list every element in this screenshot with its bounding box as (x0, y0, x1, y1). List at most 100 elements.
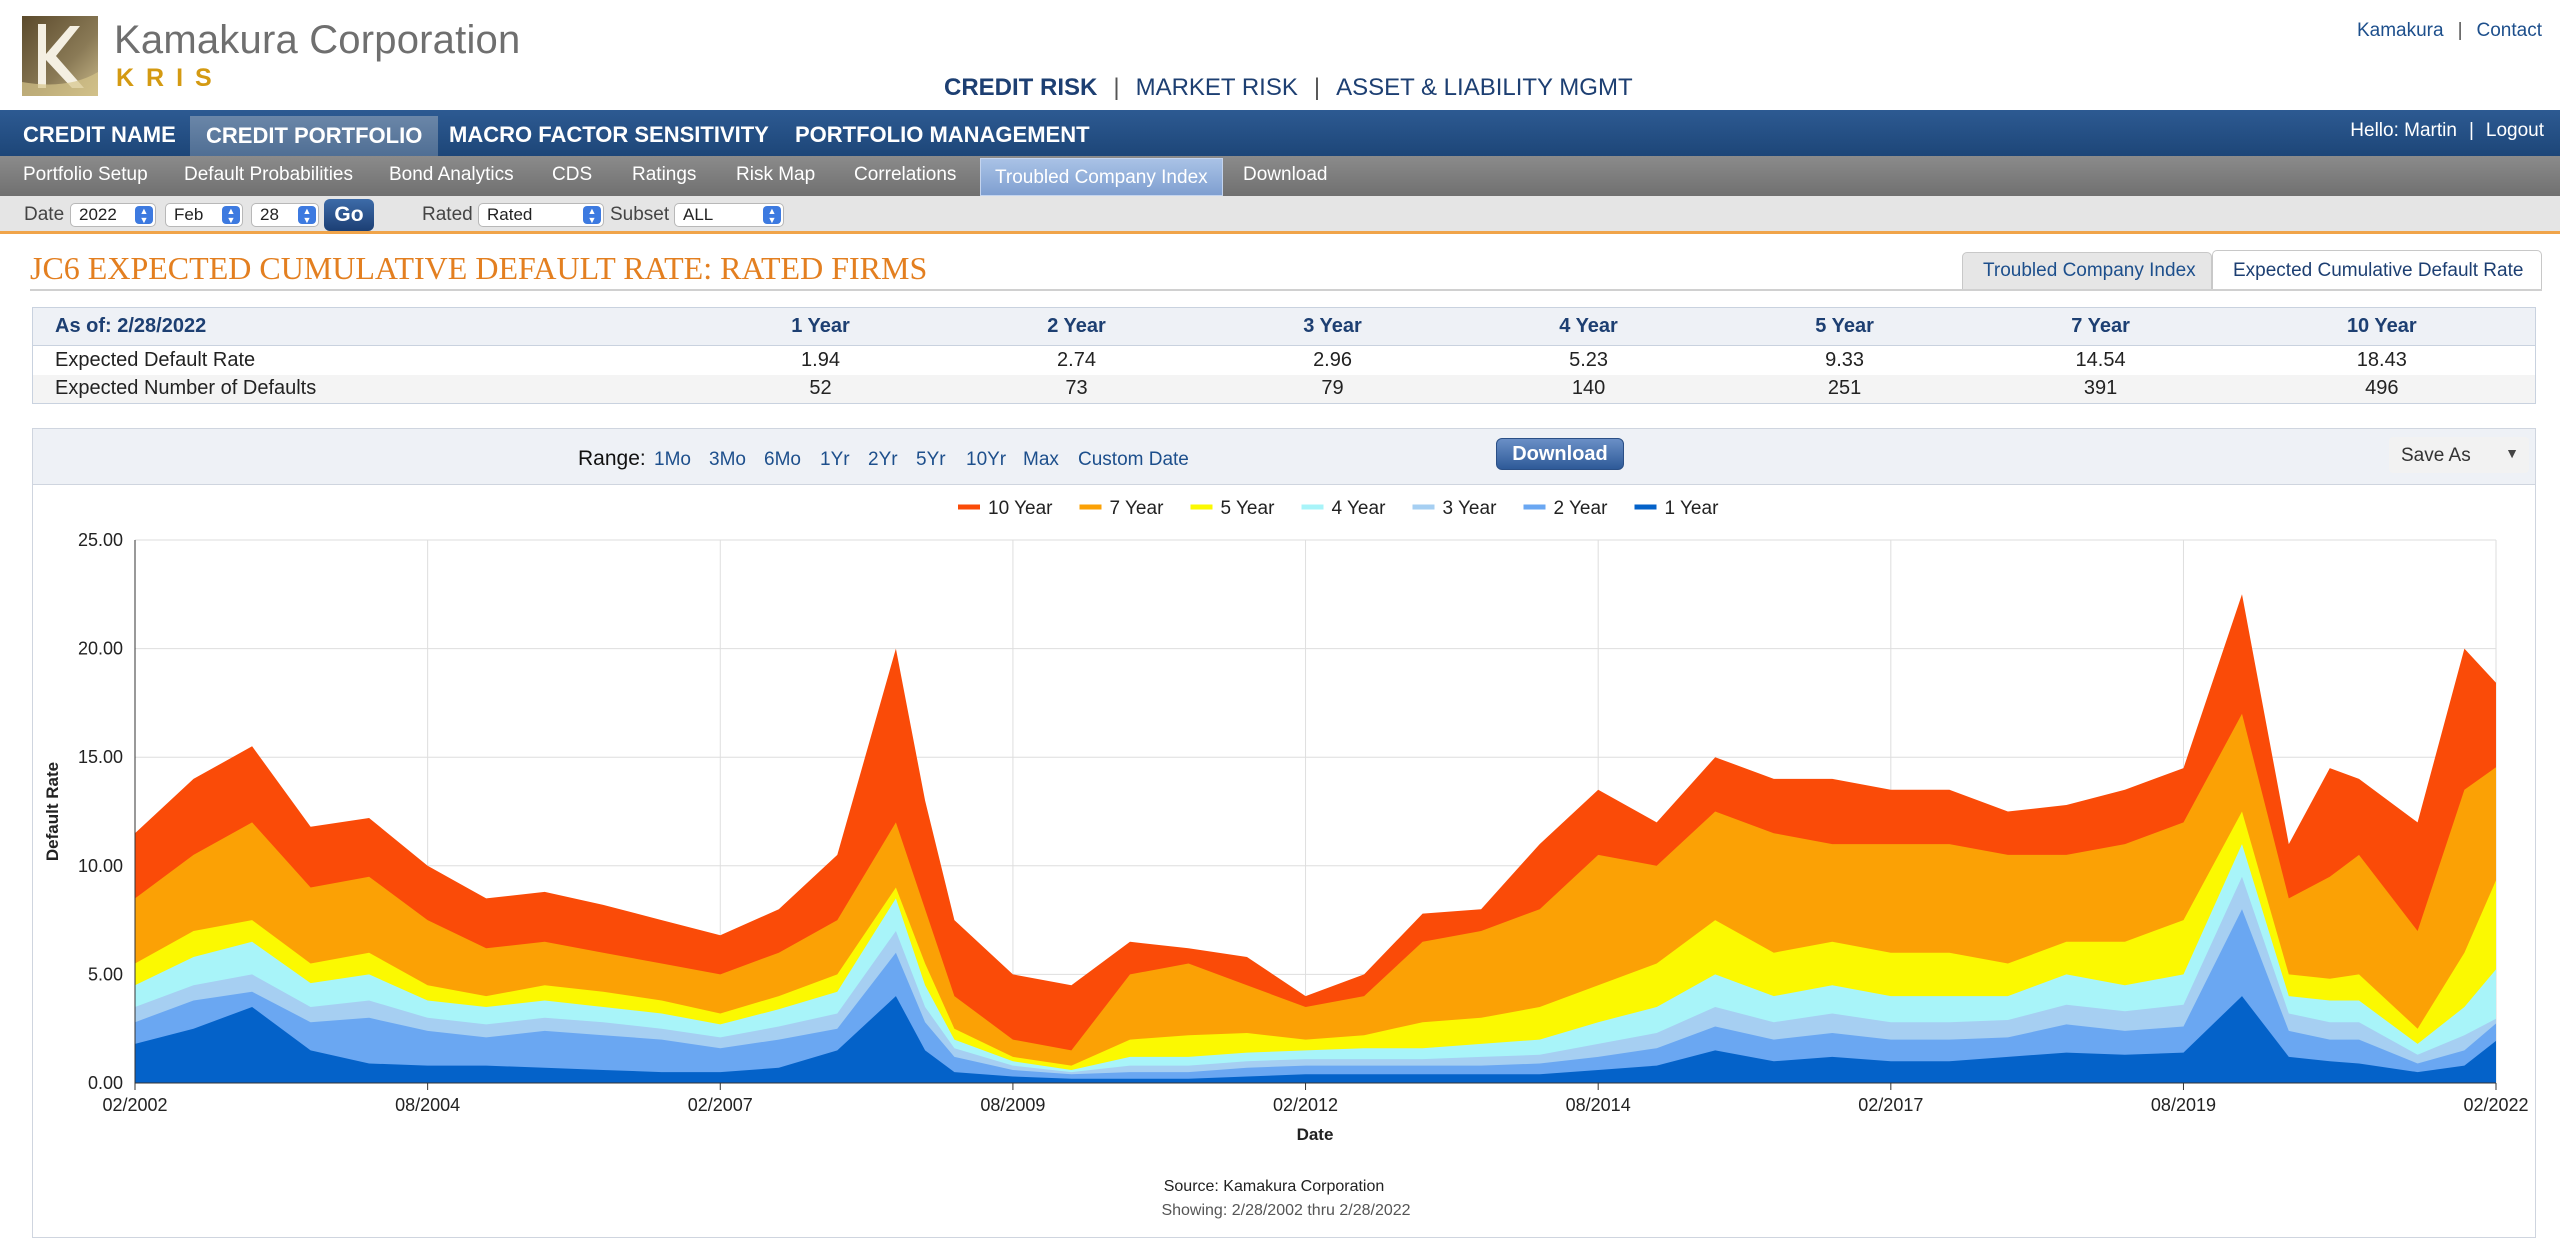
range-5yr[interactable]: 5Yr (916, 449, 946, 470)
column-header: 2 Year (948, 307, 1205, 346)
main-nav: CREDIT NAME CREDIT PORTFOLIO MACRO FACTO… (0, 110, 2560, 160)
range-10yr[interactable]: 10Yr (966, 449, 1007, 470)
summary-table: As of: 2/28/2022 1 Year 2 Year 3 Year 4 … (32, 307, 2536, 404)
column-header: 1 Year (692, 307, 949, 346)
range-1mo[interactable]: 1Mo (654, 449, 691, 470)
user-area: Hello: Martin | Logout (2350, 110, 2544, 156)
month-select[interactable]: Feb ▲ ▼ (165, 203, 243, 227)
row-label: Expected Default Rate (55, 348, 256, 371)
main-nav-macro-factor-sensitivity[interactable]: MACRO FACTOR SENSITIVITY (449, 122, 769, 147)
chart-source: Source: Kamakura Corporation (1164, 1178, 1385, 1195)
contact-link[interactable]: Contact (2476, 20, 2542, 41)
chart-controls: Range: 1Mo 3Mo 6Mo 1Yr 2Yr 5Yr 10Yr Max … (33, 429, 2535, 485)
alm-link[interactable]: ASSET & LIABILITY MGMT (1336, 74, 1633, 101)
sub-nav-cds[interactable]: CDS (552, 164, 593, 185)
table-row: Expected Default Rate 1.94 2.74 2.96 5.2… (33, 346, 2536, 375)
main-nav-portfolio-management[interactable]: PORTFOLIO MANAGEMENT (795, 122, 1090, 147)
user-greeting: Hello: Martin (2350, 120, 2457, 141)
table-cell: 73 (948, 374, 1205, 404)
tab-troubled-company-index[interactable]: Troubled Company Index (1962, 252, 2212, 290)
y-axis-title: Default Rate (43, 762, 62, 861)
range-1yr[interactable]: 1Yr (820, 449, 850, 470)
sub-nav-risk-map[interactable]: Risk Map (736, 164, 816, 185)
legend-item: 3 Year (1443, 498, 1498, 519)
range-6mo[interactable]: 6Mo (764, 449, 801, 470)
table-cell: 52 (692, 374, 949, 404)
legend-item: 4 Year (1332, 498, 1387, 519)
sub-nav-default-probabilities[interactable]: Default Probabilities (184, 164, 353, 185)
table-cell: 5.23 (1569, 348, 1609, 371)
day-value: 28 (260, 205, 279, 224)
rated-label: Rated (422, 204, 473, 225)
column-header: 4 Year (1460, 307, 1717, 346)
sub-nav-ratings[interactable]: Ratings (632, 164, 697, 185)
date-label: Date (24, 204, 65, 225)
x-tick-label: 08/2014 (1566, 1095, 1631, 1115)
table-cell: 18.43 (2356, 348, 2407, 371)
range-2yr[interactable]: 2Yr (868, 449, 898, 470)
series-area-1-year (135, 996, 2496, 1083)
main-nav-credit-portfolio[interactable]: CREDIT PORTFOLIO (190, 116, 439, 160)
sub-nav-bond-analytics[interactable]: Bond Analytics (389, 164, 514, 185)
range-label: Range: (578, 447, 646, 470)
subset-value: ALL (683, 205, 714, 224)
risk-nav-separator: | (1113, 74, 1120, 101)
column-header: 7 Year (1972, 307, 2229, 346)
table-cell: 79 (1204, 374, 1461, 404)
sub-nav-troubled-company-index[interactable]: Troubled Company Index (980, 158, 1223, 196)
x-axis-title: Date (1297, 1125, 1334, 1144)
x-tick-label: 02/2017 (1858, 1095, 1923, 1115)
kamakura-logo[interactable]: Kamakura Corporation KRIS (18, 12, 520, 102)
series-area-3-year (135, 876, 2496, 1083)
chart-showing-range: Showing: 2/28/2002 thru 2/28/2022 (1161, 1202, 1410, 1219)
row-label: Expected Number of Defaults (32, 374, 693, 404)
select-arrows-icon: ▲ ▼ (135, 206, 153, 225)
sub-nav-correlations[interactable]: Correlations (854, 164, 957, 185)
table-cell: 9.33 (1825, 348, 1865, 371)
column-header: 3 Year (1204, 307, 1461, 346)
kamakura-link[interactable]: Kamakura (2356, 20, 2444, 41)
logout-link[interactable]: Logout (2485, 120, 2544, 141)
select-arrows-icon: ▲ ▼ (763, 206, 781, 225)
sub-nav-download[interactable]: Download (1243, 164, 1328, 185)
range-custom-date[interactable]: Custom Date (1078, 449, 1189, 470)
subset-label: Subset (610, 204, 670, 225)
x-tick-label: 08/2019 (2151, 1095, 2216, 1115)
range-max[interactable]: Max (1023, 449, 1059, 470)
range-3mo[interactable]: 3Mo (709, 449, 746, 470)
main-nav-credit-name[interactable]: CREDIT NAME (23, 122, 176, 147)
save-as-menu[interactable]: Save As ▼ (2389, 437, 2529, 473)
x-tick-label: 02/2007 (688, 1095, 753, 1115)
y-tick-label: 0.00 (88, 1073, 123, 1093)
download-button[interactable]: Download (1496, 438, 1624, 470)
top-links: Kamakura | Contact (2357, 20, 2542, 42)
year-select[interactable]: 2022 ▲ ▼ (70, 203, 156, 227)
x-tick-label: 08/2004 (395, 1095, 460, 1115)
go-button[interactable]: Go (324, 199, 374, 231)
select-arrows-icon: ▲ ▼ (222, 206, 240, 225)
y-tick-label: 15.00 (78, 747, 123, 767)
sub-nav-portfolio-setup[interactable]: Portfolio Setup (23, 164, 148, 185)
top-links-separator: | (2457, 20, 2463, 41)
legend-item: 1 Year (1665, 498, 1720, 519)
x-tick-label: 02/2012 (1273, 1095, 1338, 1115)
tab-expected-cumulative-default-rate[interactable]: Expected Cumulative Default Rate (2212, 250, 2542, 290)
risk-nav: CREDIT RISK | MARKET RISK | ASSET & LIABILIT… (944, 74, 1633, 102)
x-tick-label: 08/2009 (980, 1095, 1045, 1115)
day-select[interactable]: 28 ▲ ▼ (251, 203, 319, 227)
credit-risk-link[interactable]: CREDIT RISK (944, 74, 1098, 101)
legend-item: 5 Year (1221, 498, 1276, 519)
y-tick-label: 25.00 (78, 530, 123, 550)
table-cell: 496 (2228, 374, 2536, 404)
legend-item: 2 Year (1554, 498, 1609, 519)
y-tick-label: 5.00 (88, 964, 123, 984)
view-tabs: Troubled Company Index Expected Cumulati… (1962, 250, 2542, 290)
legend-item: 7 Year (1110, 498, 1165, 519)
page-title: JC6 EXPECTED CUMULATIVE DEFAULT RATE: RA… (30, 250, 928, 286)
risk-nav-separator: | (1313, 74, 1321, 101)
subset-select[interactable]: ALL ▲ ▼ (674, 203, 784, 227)
save-as-label: Save As (2401, 445, 2471, 466)
rated-select[interactable]: Rated ▲ ▼ (478, 203, 604, 227)
market-risk-link[interactable]: MARKET RISK (1135, 74, 1298, 101)
